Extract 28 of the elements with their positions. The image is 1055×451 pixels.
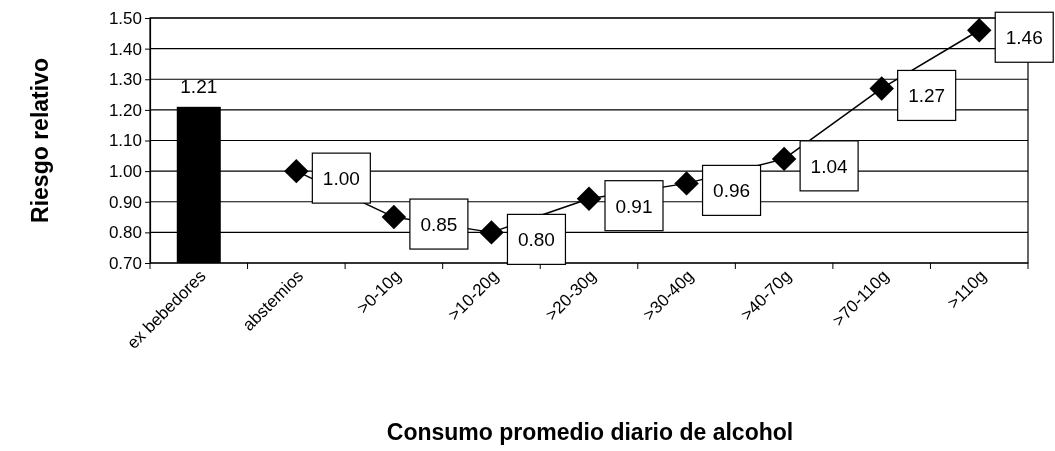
data-label: 0.85 bbox=[420, 214, 458, 236]
data-label: 1.46 bbox=[1005, 27, 1043, 49]
data-label: 1.21 bbox=[180, 75, 218, 97]
y-tick-label: 1.40 bbox=[108, 39, 142, 59]
point bbox=[284, 158, 309, 184]
point bbox=[381, 204, 407, 230]
point bbox=[674, 171, 699, 196]
y-tick-label: 0.70 bbox=[108, 253, 142, 273]
data-label: 1.00 bbox=[322, 168, 360, 190]
point bbox=[966, 18, 992, 43]
data-label: 0.96 bbox=[713, 180, 751, 202]
y-tick-label: 1.30 bbox=[108, 70, 142, 90]
x-axis-title: Consumo promedio diario de alcohol bbox=[386, 419, 794, 445]
y-tick-label: 1.00 bbox=[108, 162, 142, 182]
y-tick-label: 1.50 bbox=[108, 8, 142, 28]
data-label: 0.80 bbox=[517, 229, 555, 251]
data-label: 0.91 bbox=[615, 195, 653, 217]
point bbox=[479, 220, 504, 245]
data-label: 1.04 bbox=[810, 155, 849, 177]
y-tick-label: 1.20 bbox=[108, 100, 142, 120]
point bbox=[576, 186, 602, 211]
point bbox=[869, 76, 894, 101]
y-axis-title: Riesgo relativo bbox=[27, 58, 53, 223]
data-label: 1.27 bbox=[908, 85, 946, 107]
y-tick-label: 0.90 bbox=[108, 192, 142, 212]
y-tick-label: 1.10 bbox=[108, 131, 142, 151]
y-tick-label: 0.80 bbox=[108, 223, 142, 243]
point bbox=[771, 146, 797, 172]
